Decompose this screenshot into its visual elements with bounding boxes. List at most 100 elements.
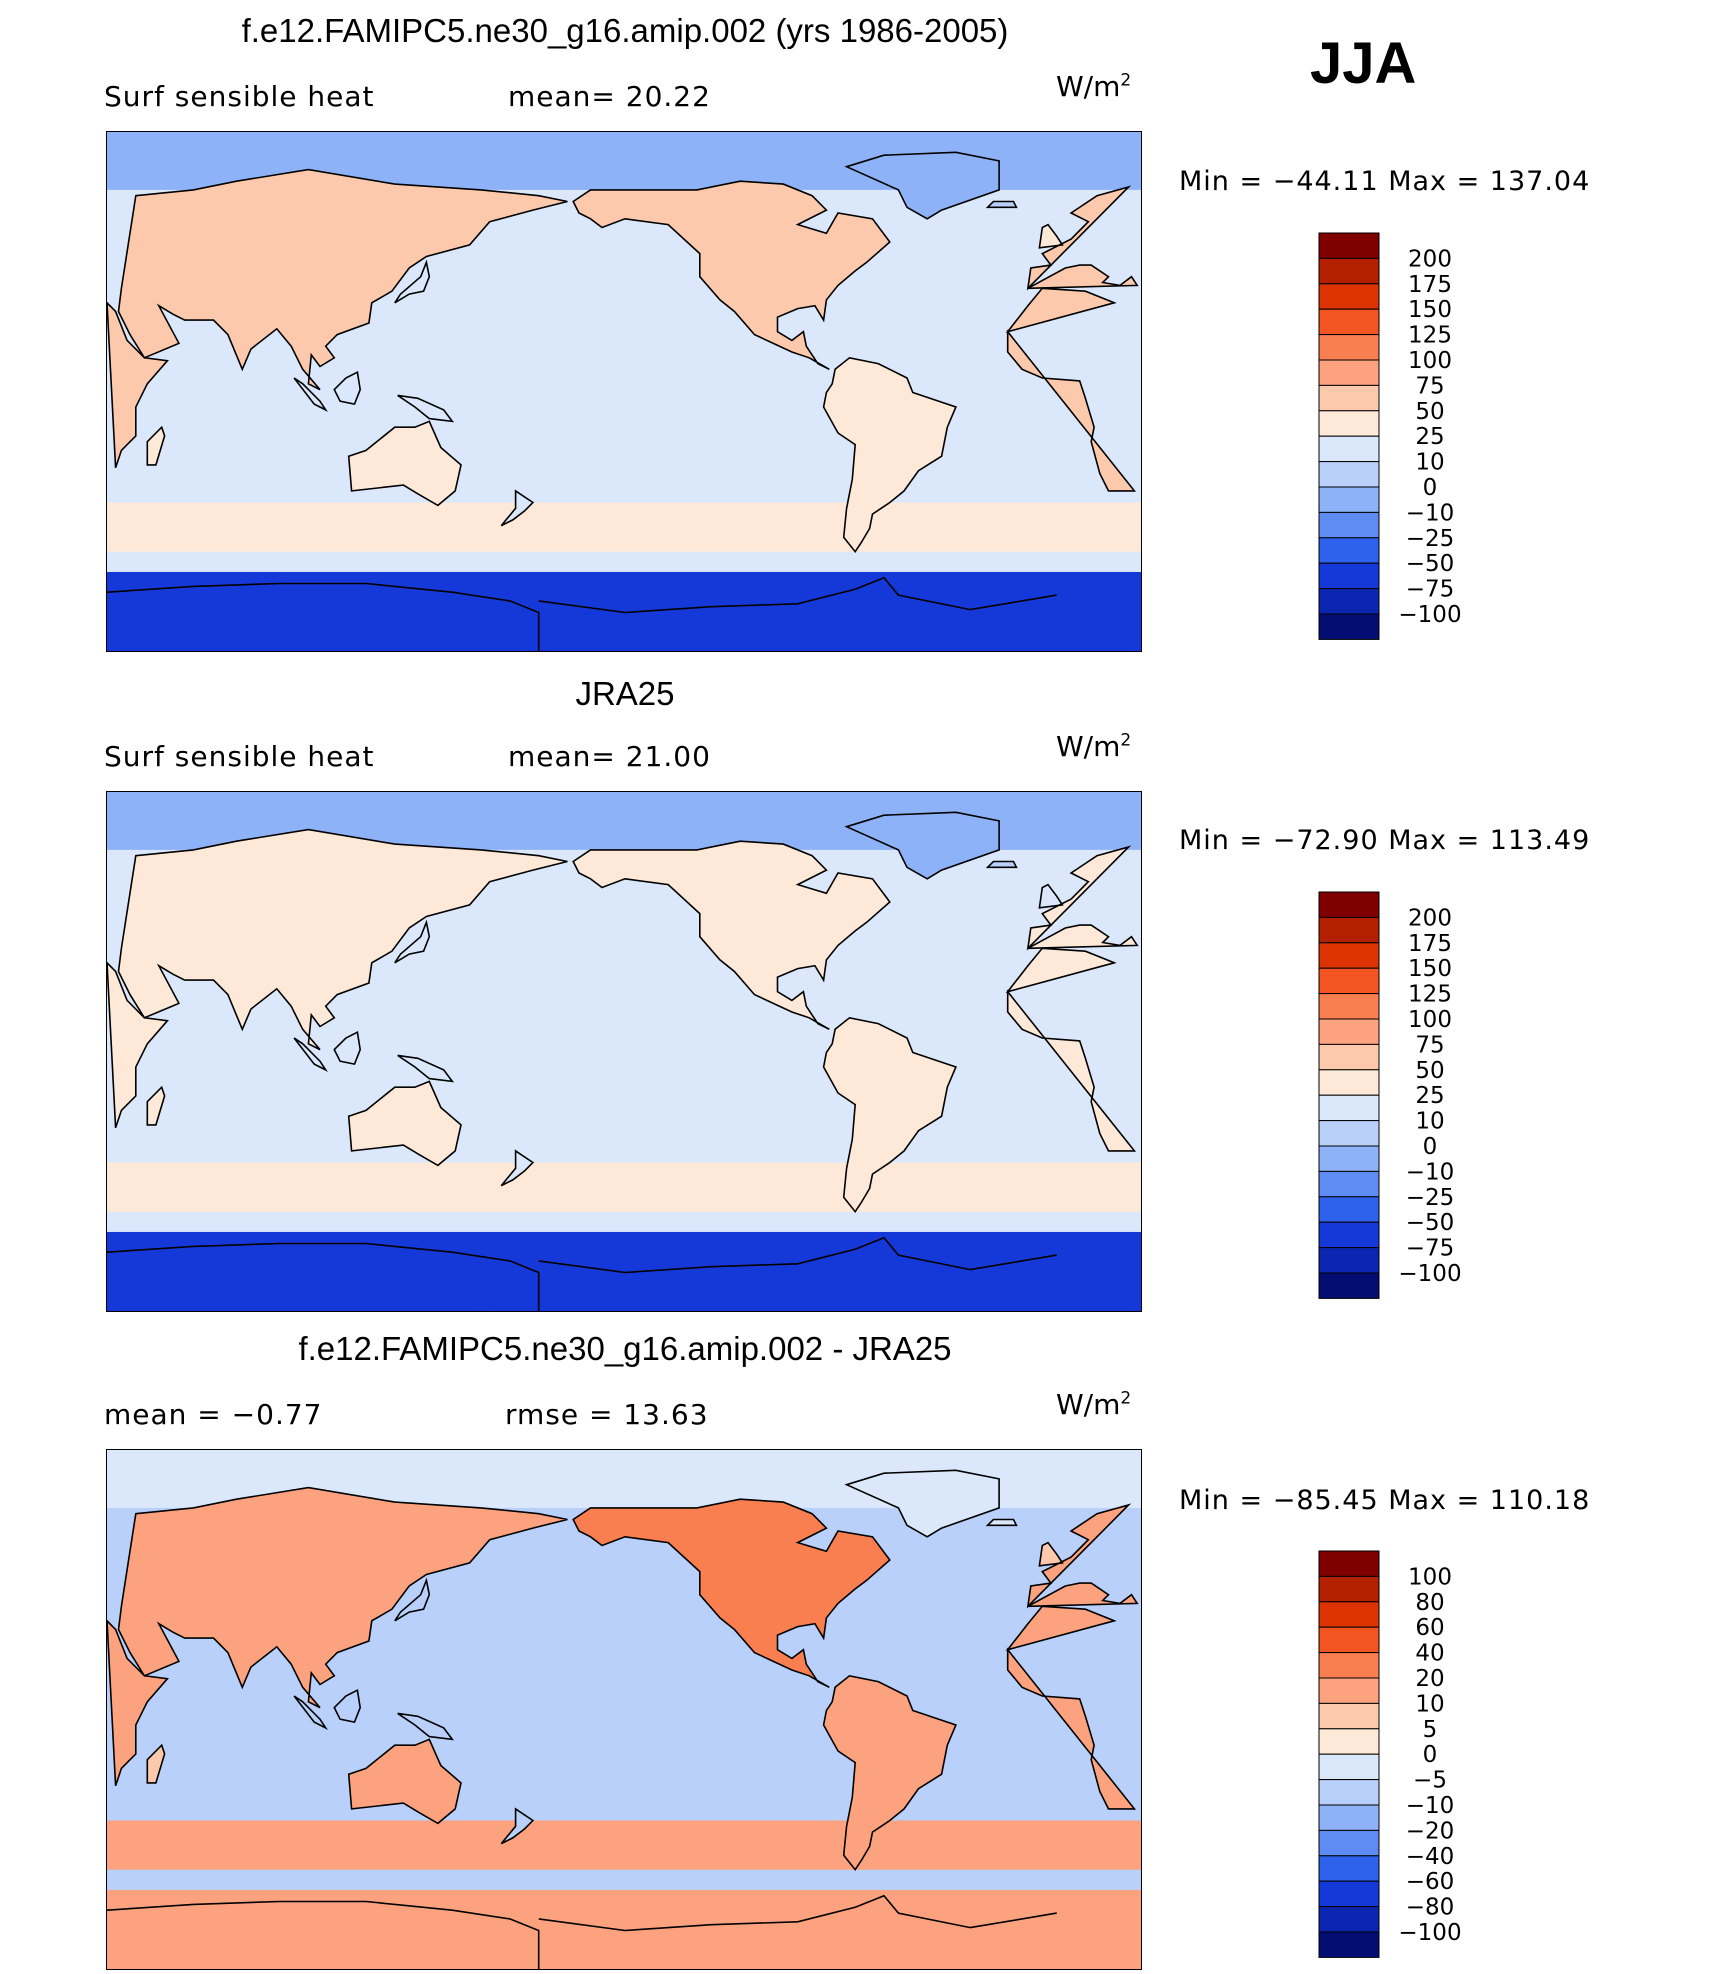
colorbar-tick-label: 100: [1408, 1007, 1452, 1033]
colorbar-box: [1318, 1728, 1380, 1755]
colorbar-box: [1318, 1221, 1380, 1249]
colorbar-tick-label: 50: [1415, 399, 1444, 425]
landmass-africa: [107, 948, 1135, 1151]
panel-2-mean-label: mean= 21.00: [508, 740, 711, 773]
colorbar-box: [1318, 283, 1380, 310]
colorbar-tick-label: −5: [1413, 1768, 1447, 1794]
colorbar-tick-label: 5: [1423, 1717, 1438, 1743]
panel-1-minmax: Min = −44.11 Max = 137.04: [1179, 166, 1591, 197]
colorbar-box: [1318, 613, 1380, 640]
colorbar-tick-label: 0: [1423, 1134, 1438, 1160]
colorbar-tick-label: 25: [1415, 424, 1444, 450]
landmass-antarctica: [107, 577, 1057, 651]
landmass-greenland: [846, 1470, 1000, 1537]
colorbar-box: [1318, 257, 1380, 285]
colorbar-box: [1318, 1601, 1380, 1628]
panel-3-colorbar: 100 80 60 40 20 10 5 0 −5 −10 −20 −40 −60 −80 −100: [1318, 1550, 1468, 1960]
coastline-madagascar: [146, 425, 166, 466]
colorbar-tick-label: 25: [1415, 1083, 1444, 1109]
panel-1-mean-label: mean= 20.22: [508, 80, 711, 113]
colorbar-box: [1318, 1196, 1380, 1223]
colorbar-box: [1318, 1779, 1380, 1806]
colorbar-tick-label: 150: [1408, 297, 1452, 323]
colorbar-box: [1318, 410, 1380, 437]
colorbar-tick-label: −50: [1406, 551, 1455, 577]
coastline-africa: [107, 947, 1137, 1152]
coastline-africa: [107, 287, 1137, 492]
coastline-iceland: [985, 200, 1018, 209]
colorbar-tick-label: −25: [1406, 526, 1455, 552]
colorbar-tick-label: −10: [1406, 1159, 1455, 1185]
colorbar-tick-label: 75: [1415, 1032, 1444, 1058]
colorbar-box: [1318, 1247, 1380, 1274]
colorbar-box: [1318, 1094, 1380, 1122]
panel-2-colorbar: 200 175 150 125 100 75 50 25 10 0 −10 −25 −50 −75 −100: [1318, 891, 1468, 1301]
landmass-borneo: [334, 1032, 361, 1065]
colorbar-box: [1318, 1855, 1380, 1882]
landmass-madagascar: [147, 1745, 165, 1783]
panel-1-units: W/m2: [1056, 70, 1132, 103]
colorbar-box: [1318, 359, 1380, 386]
colorbar-box: [1318, 1702, 1380, 1730]
colorbar-box: [1318, 1120, 1380, 1147]
colorbar-tick-label: 200: [1408, 905, 1452, 931]
colorbar-box: [1318, 1804, 1380, 1831]
colorbar-tick-label: −75: [1406, 577, 1455, 603]
panel-3-rmse-label: rmse = 13.63: [505, 1398, 709, 1431]
coastline-sumatra: [293, 377, 329, 412]
coastline-australia: [347, 420, 462, 507]
colorbar-box: [1318, 1550, 1380, 1577]
colorbar-box: [1318, 1043, 1380, 1071]
colorbar-box: [1318, 537, 1380, 564]
landmass-sumatra: [294, 378, 326, 410]
landmass-iceland: [987, 201, 1017, 208]
colorbar-tick-label: 10: [1415, 1109, 1444, 1135]
landmass-antarctica: [107, 1237, 1057, 1311]
panel-2-variable-label: Surf sensible heat: [104, 740, 375, 773]
colorbar-box: [1318, 1880, 1380, 1908]
panel-2-minmax: Min = −72.90 Max = 113.49: [1179, 825, 1591, 856]
colorbar-tick-label: 60: [1415, 1615, 1444, 1641]
coastline-nz: [500, 1149, 535, 1187]
coastline-nz: [500, 1807, 535, 1845]
colorbar-box: [1318, 1906, 1380, 1933]
colorbar-tick-label: −40: [1406, 1844, 1455, 1870]
landmass-britain: [1039, 1542, 1063, 1566]
coastline-samerica: [822, 356, 957, 554]
landmass-japan: [394, 922, 430, 963]
coastline-newguinea: [397, 1712, 455, 1741]
coastline-namerica: [572, 180, 891, 371]
landmass-namerica: [573, 841, 890, 1030]
landmass-eurasia: [118, 1487, 1138, 1708]
colorbar-box: [1318, 461, 1380, 488]
coastline-greenland: [844, 811, 1000, 880]
landmass-borneo: [334, 372, 361, 405]
landmass-newguinea: [397, 395, 453, 422]
coastline-japan: [394, 259, 431, 304]
colorbar-tick-label: 175: [1408, 931, 1452, 957]
colorbar-box: [1318, 1626, 1380, 1654]
coastline-australia: [347, 1080, 462, 1167]
coastline-britain: [1038, 883, 1064, 909]
panel-2-units: W/m2: [1056, 730, 1132, 763]
colorbar-tick-label: 100: [1408, 348, 1452, 374]
coastline-borneo: [333, 1688, 362, 1724]
colorbar-box: [1318, 384, 1380, 412]
colorbar-tick-label: 50: [1415, 1058, 1444, 1084]
colorbar-box: [1318, 1018, 1380, 1045]
colorbar-tick-label: 100: [1408, 1564, 1452, 1590]
colorbar-box: [1318, 334, 1380, 361]
landmass-namerica: [573, 181, 890, 370]
coastline-sumatra: [293, 1037, 329, 1072]
landmass-japan: [394, 1580, 430, 1621]
colorbar-box: [1318, 1170, 1380, 1198]
panel-1-variable-label: Surf sensible heat: [104, 80, 375, 113]
coastline-britain: [1038, 1541, 1064, 1567]
colorbar-box: [1318, 1575, 1380, 1603]
colorbar-box: [1318, 1145, 1380, 1172]
landmass-eurasia: [118, 169, 1138, 390]
colorbar-box: [1318, 1677, 1380, 1704]
coastline-iceland: [985, 860, 1018, 869]
landmass-greenland: [846, 812, 1000, 879]
colorbar-box: [1318, 486, 1380, 513]
